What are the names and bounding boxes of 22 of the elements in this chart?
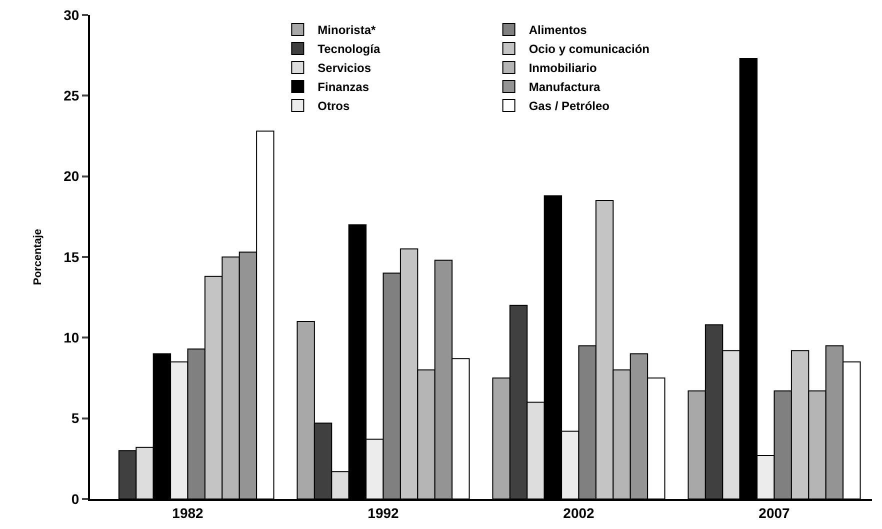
y-tick-label: 20 [64, 168, 80, 184]
y-tick-label: 30 [64, 6, 80, 23]
legend-label: Gas / Petróleo [528, 99, 610, 114]
y-tick-label: 15 [64, 248, 80, 265]
legend-label: Minorista* [318, 23, 376, 38]
y-axis-title: Porcentaje [32, 228, 44, 286]
legend-label: Otros [318, 99, 350, 114]
y-tick-label: 25 [64, 88, 80, 104]
x-tick-label: 1982 [172, 504, 204, 521]
legend-label: Alimentos [528, 23, 588, 38]
x-tick-label: 2007 [758, 504, 790, 521]
x-tick-label: 2002 [563, 504, 595, 521]
legend-label: Finanzas [318, 80, 370, 94]
legend-label: Ocio y comunicación [528, 42, 650, 56]
y-tick-label: 10 [64, 330, 80, 346]
legend-label: Manufactura [528, 80, 600, 94]
y-tick-label: 5 [71, 410, 80, 426]
x-tick-label: 1992 [368, 504, 400, 521]
legend-label: Tecnología [318, 42, 380, 56]
legend-label: Servicios [318, 61, 372, 76]
legend-label: Inmobiliario [528, 61, 597, 76]
y-tick-label: 0 [71, 490, 80, 507]
